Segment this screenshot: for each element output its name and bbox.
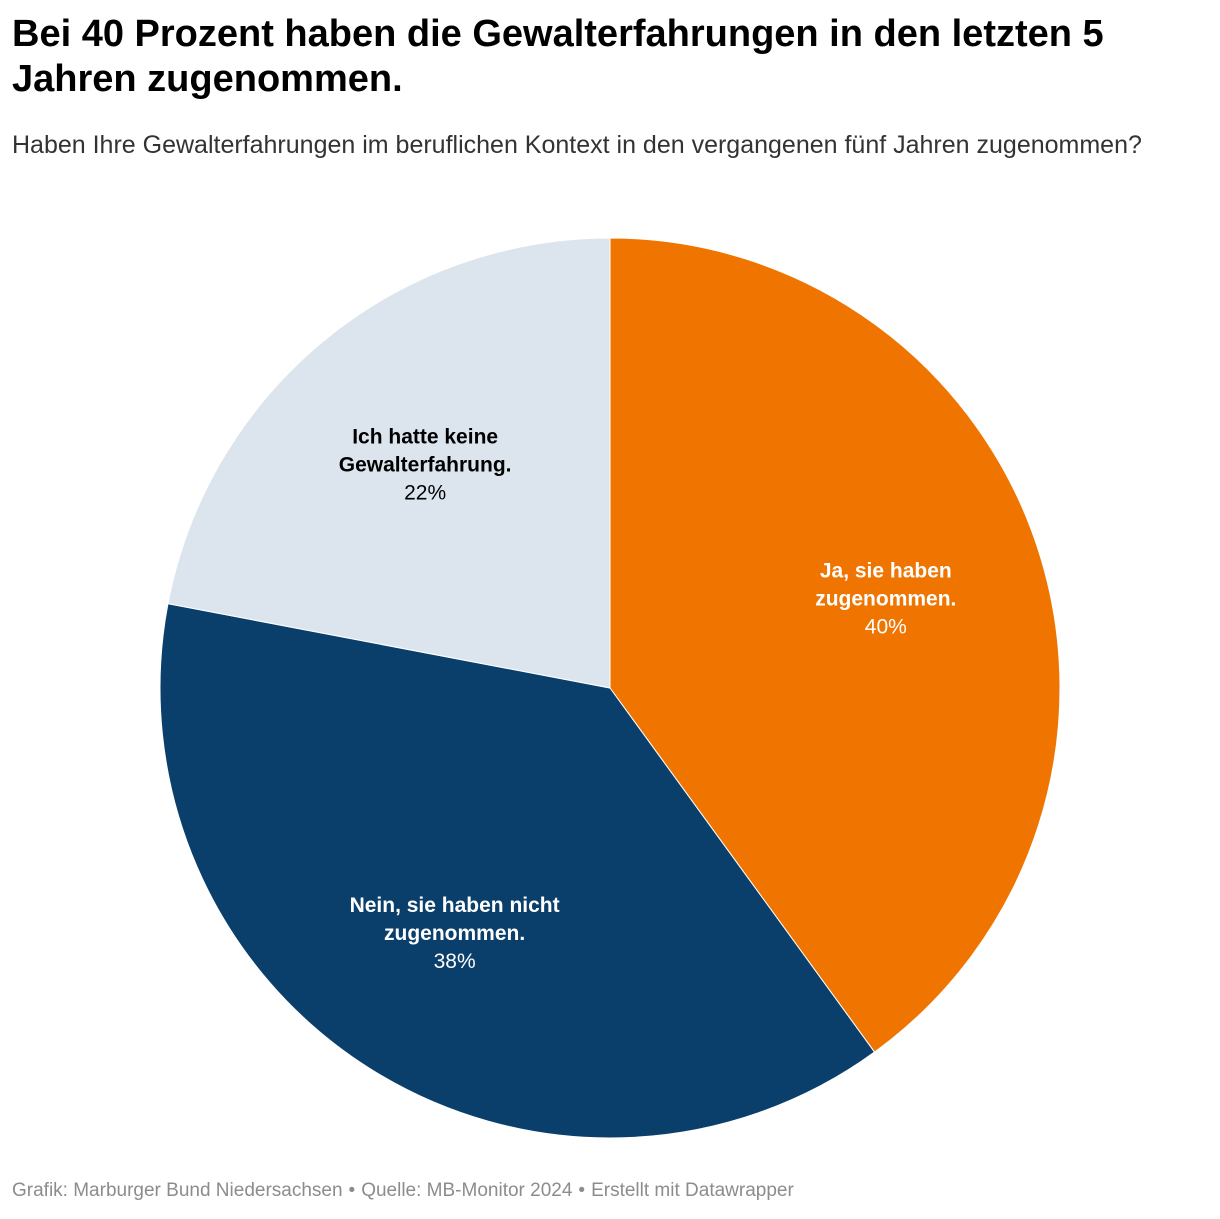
footer-separator: • <box>348 1180 356 1201</box>
slice-value-label: 22% <box>404 482 446 505</box>
pie-slice-3 <box>167 237 611 689</box>
pie-slice-2 <box>159 603 876 1139</box>
slice-value-label: 38% <box>434 950 476 973</box>
footer-tool: Erstellt mit Datawrapper <box>591 1180 794 1201</box>
pie-slices <box>159 237 1061 1139</box>
slice-label-text: Gewalterfahrung. <box>339 454 512 477</box>
slice-label-text: zugenommen. <box>815 587 956 610</box>
chart-footer: Grafik: Marburger Bund Niedersachsen • Que… <box>12 1179 794 1203</box>
slice-label-text: Ich hatte keine <box>352 426 498 449</box>
footer-separator: • <box>578 1180 586 1201</box>
footer-source: Quelle: MB-Monitor 2024 <box>361 1180 573 1201</box>
footer-credit: Grafik: Marburger Bund Niedersachsen <box>12 1180 343 1201</box>
slice-label-3: Ich hatte keine Gewalterfahrung. 22% <box>339 426 512 505</box>
chart-title: Bei 40 Prozent haben die Gewalterfahrung… <box>12 13 1104 100</box>
chart-subtitle: Haben Ihre Gewalterfahrungen im beruflic… <box>12 131 1142 159</box>
pie-labels: Ja, sie haben zugenommen. 40% Nein, sie hab… <box>339 426 957 973</box>
slice-label-text: zugenommen. <box>384 922 525 945</box>
slice-label-text: Nein, sie haben nicht <box>350 894 560 917</box>
pie-slice-1 <box>609 237 1061 1053</box>
slice-label-2: Nein, sie haben nicht zugenommen. 38% <box>350 894 560 973</box>
slice-value-label: 40% <box>865 615 907 638</box>
slice-label-1: Ja, sie haben zugenommen. 40% <box>815 559 956 638</box>
slice-label-text: Ja, sie haben <box>820 559 952 582</box>
